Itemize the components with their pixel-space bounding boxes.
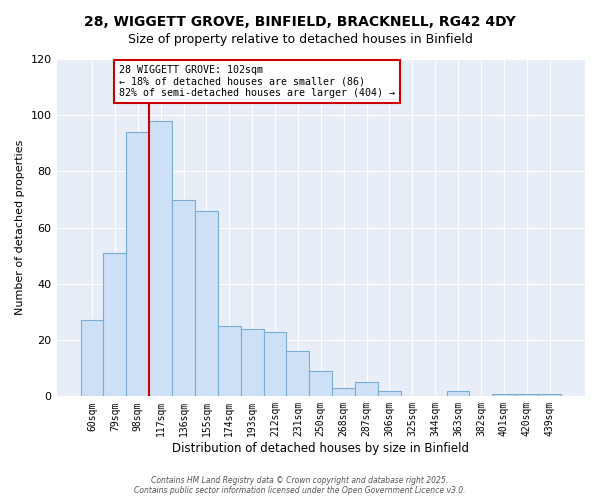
Bar — [241, 329, 263, 396]
Bar — [218, 326, 241, 396]
Text: 28 WIGGETT GROVE: 102sqm
← 18% of detached houses are smaller (86)
82% of semi-d: 28 WIGGETT GROVE: 102sqm ← 18% of detach… — [119, 64, 395, 98]
Bar — [332, 388, 355, 396]
Bar — [172, 200, 195, 396]
Bar — [355, 382, 378, 396]
Bar — [263, 332, 286, 396]
Bar — [103, 253, 127, 396]
Y-axis label: Number of detached properties: Number of detached properties — [15, 140, 25, 316]
Bar — [195, 211, 218, 396]
Bar — [446, 390, 469, 396]
Text: Contains HM Land Registry data © Crown copyright and database right 2025.
Contai: Contains HM Land Registry data © Crown c… — [134, 476, 466, 495]
Bar — [127, 132, 149, 396]
Bar — [515, 394, 538, 396]
Bar — [493, 394, 515, 396]
Text: Size of property relative to detached houses in Binfield: Size of property relative to detached ho… — [128, 32, 472, 46]
Bar — [286, 352, 310, 397]
Bar — [80, 320, 103, 396]
Bar — [538, 394, 561, 396]
Text: 28, WIGGETT GROVE, BINFIELD, BRACKNELL, RG42 4DY: 28, WIGGETT GROVE, BINFIELD, BRACKNELL, … — [84, 15, 516, 29]
Bar — [378, 390, 401, 396]
Bar — [310, 371, 332, 396]
Bar — [149, 121, 172, 396]
X-axis label: Distribution of detached houses by size in Binfield: Distribution of detached houses by size … — [172, 442, 469, 455]
